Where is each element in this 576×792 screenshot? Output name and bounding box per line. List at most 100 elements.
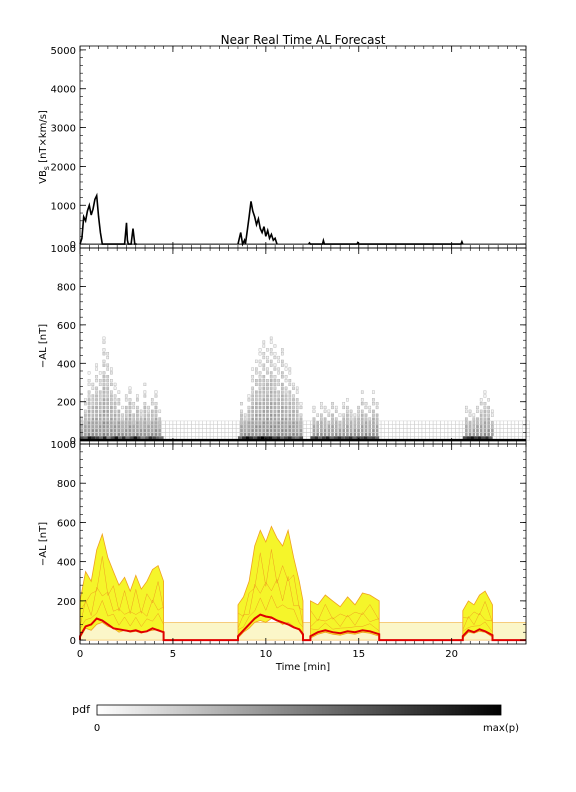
pdf-cell <box>117 428 121 433</box>
pdf-background-bin <box>525 420 530 425</box>
pdf-cell <box>240 425 243 429</box>
pdf-background-bin <box>180 420 185 425</box>
y-tick-label: 3000 <box>51 124 76 135</box>
pdf-cell <box>102 348 106 352</box>
pdf-cell <box>95 386 98 390</box>
pdf-cell <box>357 425 360 429</box>
pdf-cell <box>372 428 375 433</box>
pdf-background-bin <box>232 424 237 429</box>
pdf-background-bin <box>414 420 419 425</box>
pdf-cell <box>273 413 277 417</box>
pdf-cell <box>299 421 303 425</box>
pdf-cell <box>124 405 128 410</box>
pdf-cell <box>150 428 154 433</box>
pdf-cell <box>273 375 277 379</box>
pdf-cell <box>273 355 277 360</box>
pdf-cell <box>288 428 292 433</box>
pdf-cell <box>269 340 273 344</box>
pdf-cell <box>106 432 110 436</box>
pdf-background-bin <box>503 432 508 437</box>
pdf-background-bin <box>187 428 192 433</box>
pdf-cell <box>247 425 251 429</box>
pdf-cell <box>284 428 288 433</box>
pdf-cell <box>124 421 128 425</box>
pdf-cell <box>154 405 158 410</box>
pdf-dark-bin <box>291 436 296 441</box>
pdf-cell <box>262 386 266 390</box>
pdf-cell <box>258 363 262 367</box>
pdf-cell <box>98 394 102 398</box>
pdf-panel: 0 200 400 600 800 1000 −AL [nT] <box>38 244 530 447</box>
pdf-cell <box>277 402 280 406</box>
pdf-cell <box>102 375 106 379</box>
pdf-cell <box>479 413 483 417</box>
pdf-cell <box>98 425 102 429</box>
pdf-dark-bin <box>144 436 149 441</box>
y-tick-label: 800 <box>57 479 76 490</box>
pdf-background-bin <box>444 424 449 429</box>
pdf-cell <box>334 432 338 436</box>
pdf-cell <box>255 394 258 398</box>
pdf-cell <box>95 367 98 371</box>
pdf-cell <box>98 417 102 421</box>
pdf-background-bin <box>514 420 519 425</box>
pdf-cell <box>258 428 262 433</box>
pdf-background-bin <box>232 432 237 437</box>
pdf-cell <box>150 421 154 425</box>
pdf-cell <box>158 425 162 429</box>
pdf-background-bin <box>458 424 464 429</box>
pdf-cell <box>364 425 368 429</box>
pdf-cell <box>342 428 346 433</box>
pdf-background-bin <box>499 420 504 425</box>
colorbar: pdf 0 max(p) <box>72 703 519 734</box>
pdf-cell <box>117 390 121 394</box>
pdf-cell <box>465 428 468 433</box>
pdf-cell <box>95 363 98 367</box>
pdf-cell <box>84 432 87 436</box>
pdf-cell <box>262 375 266 379</box>
pdf-cell <box>113 428 117 433</box>
pdf-cell <box>277 371 280 375</box>
pdf-cell <box>281 375 284 379</box>
pdf-background-bin <box>425 420 430 425</box>
pdf-dark-bin <box>352 436 357 441</box>
pdf-dark-bin <box>249 436 254 441</box>
pdf-cell <box>312 405 316 410</box>
pdf-cell <box>251 394 254 398</box>
pdf-background-bin <box>522 420 527 425</box>
pdf-cell <box>106 409 110 413</box>
pdf-cell <box>150 432 154 436</box>
pdf-background-bin <box>168 428 174 433</box>
pdf-cell <box>334 425 338 429</box>
pdf-cell <box>465 432 468 436</box>
pdf-cell <box>353 417 357 421</box>
pdf-cell <box>491 432 494 436</box>
pdf-cell <box>106 398 110 402</box>
pdf-cell <box>346 409 349 413</box>
pdf-cell <box>483 425 487 429</box>
pdf-cell <box>269 398 273 402</box>
pdf-cell <box>102 402 106 406</box>
pdf-background-bin <box>195 428 200 433</box>
pdf-cell <box>292 417 295 421</box>
pdf-dark-bin <box>237 436 242 441</box>
pdf-background-bin <box>395 424 400 429</box>
pdf-cell <box>316 425 320 429</box>
pdf-cell <box>331 405 334 410</box>
pdf-cell <box>277 405 280 410</box>
pdf-cell <box>273 402 277 406</box>
pdf-cell <box>491 421 494 425</box>
pdf-background-bin <box>306 424 311 429</box>
pdf-cell <box>269 382 273 387</box>
pdf-cell <box>292 402 295 406</box>
pdf-cell <box>128 421 132 425</box>
pdf-cell <box>269 359 273 363</box>
pdf-cell <box>154 417 158 421</box>
pdf-cell <box>132 421 136 425</box>
pdf-cell <box>346 432 349 436</box>
pdf-cell <box>102 413 106 417</box>
pdf-cell <box>353 428 357 433</box>
pdf-cell <box>80 417 83 421</box>
pdf-cell <box>258 413 262 417</box>
pdf-background-bin <box>436 424 441 429</box>
